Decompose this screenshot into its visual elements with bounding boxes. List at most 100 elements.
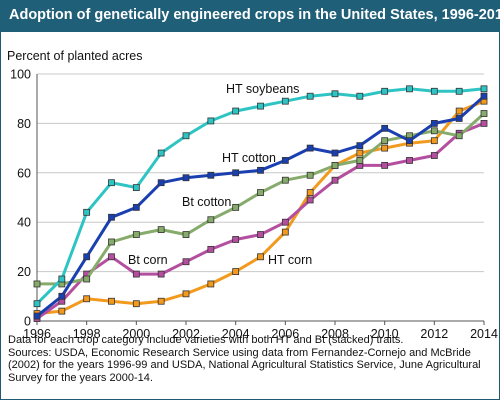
point-ht-soybeans-2012 (430, 87, 438, 95)
point-ht-corn-2000 (132, 300, 140, 308)
point-ht-soybeans-2010 (381, 87, 389, 95)
point-ht-soybeans-2000 (132, 184, 140, 192)
point-bt-corn-1999 (108, 253, 115, 261)
point-bt-corn-2010 (381, 161, 389, 169)
point-bt-cotton-2003 (207, 216, 215, 224)
point-bt-cotton-2014 (480, 110, 488, 117)
point-bt-corn-2012 (430, 152, 438, 159)
point-bt-cotton-2000 (132, 231, 140, 238)
x-tick-label-2002: 2002 (172, 327, 200, 341)
point-ht-soybeans-2004 (232, 107, 240, 115)
note-line-4: Survey for the years 2000-14. (8, 371, 153, 384)
point-ht-cotton-2011 (406, 137, 413, 145)
point-bt-cotton-2001 (157, 226, 165, 234)
point-ht-corn-2001 (157, 297, 165, 305)
annotation-ht-corn: HT corn (268, 253, 312, 267)
annotation-bt-cotton: Bt cotton (182, 195, 231, 209)
point-ht-soybeans-2014 (480, 85, 488, 93)
point-ht-soybeans-2013 (455, 87, 463, 95)
note-line-3: (2002) for the years 1996-99 and USDA, N… (8, 359, 481, 371)
y-axis-label: Percent of planted acres (7, 49, 143, 63)
chart-title: Adoption of genetically engineered crops… (9, 7, 500, 23)
point-ht-cotton-2012 (430, 120, 438, 127)
point-bt-corn-2004 (232, 236, 240, 243)
point-bt-corn-2011 (406, 157, 413, 164)
point-ht-soybeans-2008 (331, 90, 339, 98)
point-ht-cotton-2006 (281, 157, 289, 164)
point-ht-corn-1998 (83, 295, 91, 303)
point-ht-cotton-2010 (381, 124, 389, 132)
point-ht-corn-2002 (182, 290, 190, 298)
point-ht-corn-2005 (257, 253, 264, 261)
point-ht-corn-2003 (207, 280, 215, 288)
point-ht-soybeans-2009 (356, 92, 364, 100)
point-ht-soybeans-1996 (33, 300, 41, 308)
x-tick-label-2004: 2004 (222, 327, 250, 341)
y-tick-label-20: 20 (17, 265, 31, 279)
annotation-ht-cotton: HT cotton (222, 151, 276, 165)
x-tick-label-2008: 2008 (321, 327, 349, 341)
y-tick-label-80: 80 (17, 117, 31, 131)
point-ht-soybeans-1997 (58, 275, 66, 283)
point-ht-cotton-2005 (257, 166, 264, 174)
point-ht-soybeans-1999 (108, 179, 115, 187)
point-bt-cotton-2004 (232, 203, 240, 211)
series-line-ht-cotton (36, 95, 486, 318)
point-ht-cotton-2009 (356, 142, 364, 150)
point-bt-corn-2003 (207, 245, 215, 253)
point-ht-corn-2010 (381, 144, 389, 152)
point-bt-cotton-1996 (33, 280, 41, 288)
point-ht-soybeans-2005 (257, 102, 264, 110)
point-ht-cotton-1999 (108, 213, 115, 221)
point-ht-corn-2009 (356, 149, 364, 157)
point-ht-corn-2012 (430, 137, 438, 145)
point-bt-corn-2002 (182, 258, 190, 266)
point-bt-cotton-2002 (182, 231, 190, 238)
point-ht-cotton-2008 (331, 149, 339, 157)
point-bt-cotton-1998 (83, 275, 91, 283)
point-bt-corn-2006 (281, 218, 289, 226)
point-ht-cotton-2007 (306, 144, 314, 152)
point-ht-cotton-2003 (207, 171, 215, 179)
point-ht-corn-2007 (306, 189, 314, 196)
note-line-1: Data for each crop category include vari… (8, 334, 404, 346)
point-ht-cotton-1997 (58, 292, 66, 300)
point-bt-cotton-2008 (331, 161, 339, 169)
point-ht-soybeans-2001 (157, 149, 165, 157)
point-ht-soybeans-2003 (207, 117, 215, 125)
x-tick-label-2006: 2006 (271, 327, 299, 341)
point-bt-cotton-2012 (430, 127, 438, 135)
point-ht-cotton-1998 (83, 253, 91, 261)
x-tick-label-2000: 2000 (122, 327, 150, 341)
point-ht-soybeans-2006 (281, 97, 289, 105)
point-bt-cotton-2013 (455, 132, 463, 140)
point-ht-corn-2013 (455, 107, 463, 115)
point-ht-corn-2006 (281, 228, 289, 236)
point-bt-corn-2001 (157, 270, 165, 278)
point-bt-corn-2008 (331, 176, 339, 184)
point-bt-cotton-2005 (257, 189, 264, 196)
point-bt-cotton-2006 (281, 176, 289, 184)
point-ht-soybeans-2007 (306, 92, 314, 100)
point-bt-corn-2014 (480, 120, 488, 127)
x-tick-label-1998: 1998 (73, 327, 101, 341)
x-tick-label-2014: 2014 (470, 327, 498, 341)
point-bt-cotton-2010 (381, 137, 389, 145)
annotation-bt-corn: Bt corn (128, 253, 168, 267)
point-ht-corn-1997 (58, 307, 66, 315)
point-ht-cotton-2002 (182, 174, 190, 182)
y-tick-label-100: 100 (10, 68, 31, 82)
source-notes: Data for each crop category include vari… (8, 334, 494, 384)
point-bt-cotton-2009 (356, 157, 364, 164)
point-bt-corn-2007 (306, 196, 314, 204)
y-tick-label-40: 40 (17, 216, 31, 230)
point-ht-cotton-2004 (232, 169, 240, 177)
point-ht-soybeans-2002 (182, 132, 190, 140)
title-bar: Adoption of genetically engineered crops… (0, 0, 500, 32)
y-tick-label-60: 60 (17, 166, 31, 180)
point-ht-cotton-2001 (157, 179, 165, 187)
annotation-ht-soybeans: HT soybeans (226, 82, 299, 96)
x-tick-label-1996: 1996 (23, 327, 51, 341)
note-line-2: Sources: USDA, Economic Research Service… (8, 346, 471, 359)
